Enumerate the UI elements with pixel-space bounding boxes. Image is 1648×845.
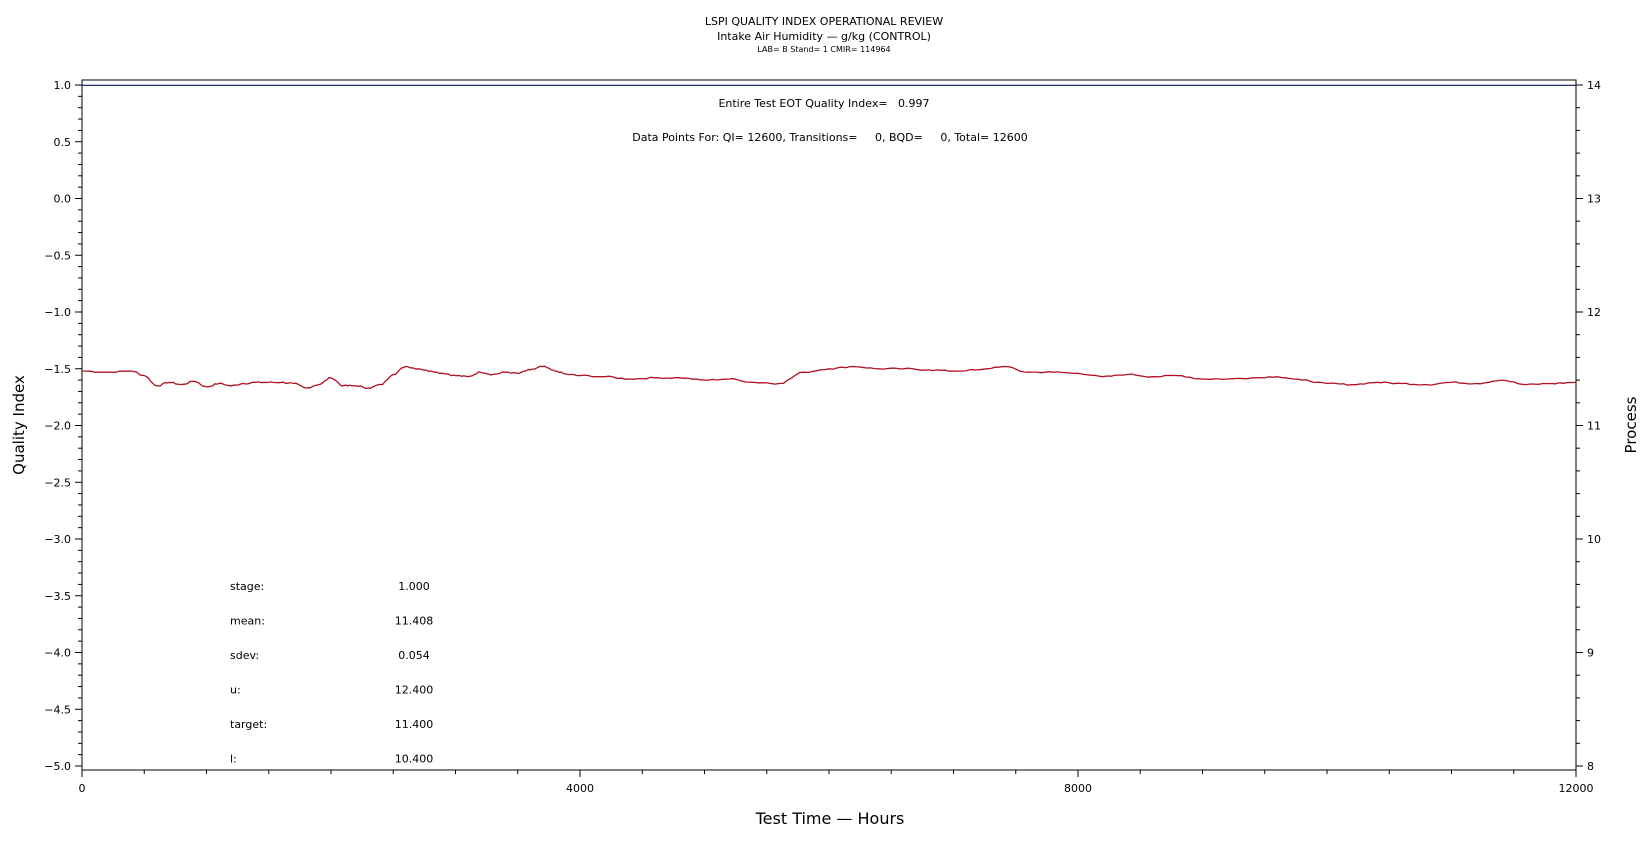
- chart-subtitle-info: LAB= B Stand= 1 CMIR= 114964: [757, 45, 890, 54]
- data-points-annotation: Data Points For: QI= 12600, Transitions=…: [632, 131, 1027, 144]
- y-tick-label: −1.5: [44, 363, 71, 376]
- y-tick-label: −5.0: [44, 760, 71, 773]
- y2-tick-label: 13: [1587, 193, 1601, 206]
- process-series-line: [81, 365, 1577, 390]
- eot-annotation: Entire Test EOT Quality Index= 0.997: [718, 97, 929, 110]
- x-axis: 0 4000 8000 12000: [79, 770, 1594, 795]
- chart-subtitle: Intake Air Humidity — g/kg (CONTROL): [717, 30, 931, 43]
- y2-tick-label: 11: [1587, 420, 1601, 433]
- y2-axis: 14 13 12 11 10 9 8: [1576, 79, 1601, 773]
- y-tick-label: −4.5: [44, 703, 71, 716]
- stats-value: 0.054: [398, 649, 430, 662]
- stats-label: sdev:: [230, 649, 259, 662]
- y2-axis-label: Process: [1622, 396, 1640, 453]
- x-tick-label: 0: [79, 782, 86, 795]
- y-axis: 1.0 0.5 0.0 −0.5 −1.0 −1.5 −2.0 −2.5 −3.0 −3.5 −4.…: [44, 79, 82, 773]
- stats-table: stage: 1.000 mean: 11.408 sdev: 0.054 u: 12.400…: [230, 580, 433, 766]
- chart-title: LSPI QUALITY INDEX OPERATIONAL REVIEW: [705, 15, 943, 28]
- y-tick-label: 1.0: [54, 79, 72, 92]
- y-axis-label: Quality Index: [10, 375, 28, 475]
- y2-tick-label: 10: [1587, 533, 1601, 546]
- y-tick-label: 0.5: [54, 136, 72, 149]
- stats-value: 11.408: [395, 615, 434, 628]
- x-tick-label: 4000: [566, 782, 594, 795]
- y-tick-label: −2.5: [44, 476, 71, 489]
- stats-label: mean:: [230, 615, 265, 628]
- y-tick-label: −1.0: [44, 306, 71, 319]
- y2-tick-label: 14: [1587, 79, 1601, 92]
- y-tick-label: −3.0: [44, 533, 71, 546]
- stats-value: 10.400: [395, 753, 434, 766]
- y2-tick-label: 12: [1587, 306, 1601, 319]
- y-tick-label: −3.5: [44, 590, 71, 603]
- x-axis-label: Test Time — Hours: [755, 809, 905, 828]
- y-tick-label: 0.0: [54, 193, 72, 206]
- stats-value: 11.400: [395, 718, 434, 731]
- stats-value: 12.400: [395, 684, 434, 697]
- y-tick-label: −2.0: [44, 420, 71, 433]
- y2-tick-label: 9: [1587, 647, 1594, 660]
- x-tick-label: 8000: [1064, 782, 1092, 795]
- stats-label: u:: [230, 684, 241, 697]
- stats-value: 1.000: [398, 580, 430, 593]
- stats-label: stage:: [230, 580, 264, 593]
- plot-frame: [81, 79, 1577, 771]
- y-tick-label: −4.0: [44, 647, 71, 660]
- stats-label: l:: [230, 753, 237, 766]
- y-tick-label: −0.5: [44, 249, 71, 262]
- y2-tick-label: 8: [1587, 760, 1594, 773]
- x-tick-label: 12000: [1559, 782, 1594, 795]
- stats-label: target:: [230, 718, 267, 731]
